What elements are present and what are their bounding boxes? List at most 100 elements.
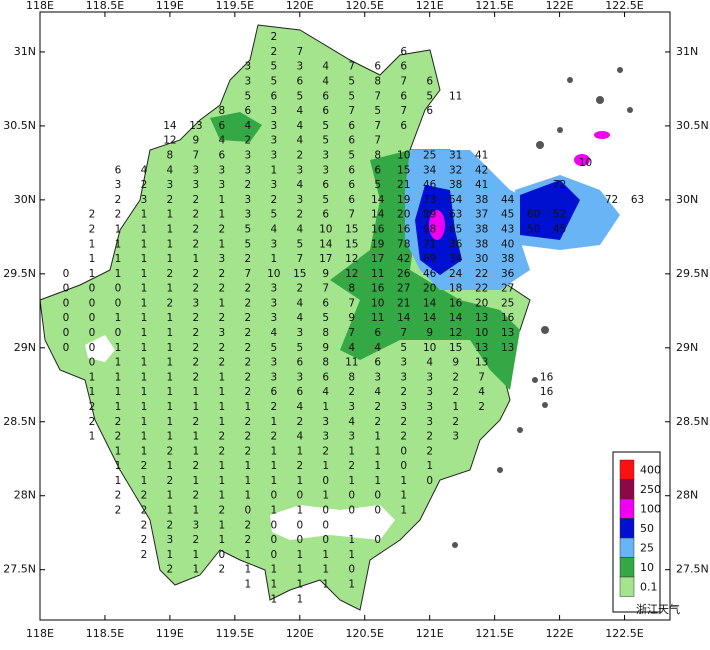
station-value: 0 xyxy=(400,460,407,472)
x-tick-label: 118E xyxy=(26,627,54,640)
x-tick-label: 122.5E xyxy=(605,0,643,12)
station-value: 3 xyxy=(219,164,226,176)
station-value: 2 xyxy=(244,534,251,546)
station-value: 3 xyxy=(270,179,277,191)
station-value: 6 xyxy=(296,76,303,88)
station-value: 1 xyxy=(270,475,277,487)
station-value: 1 xyxy=(193,253,200,265)
station-value: 6 xyxy=(322,179,329,191)
station-value: 5 xyxy=(244,90,251,102)
station-value: 4 xyxy=(322,76,329,88)
station-value: 1 xyxy=(141,386,148,398)
station-value: 1 xyxy=(89,386,96,398)
station-value: 10 xyxy=(319,223,332,235)
station-value: 1 xyxy=(219,371,226,383)
station-value: 5 xyxy=(322,120,329,132)
y-tick-label: 30N xyxy=(676,193,698,206)
station-value: 1 xyxy=(167,209,174,221)
station-value: 5 xyxy=(322,194,329,206)
station-value: 3 xyxy=(426,416,433,428)
station-value: 3 xyxy=(400,401,407,413)
station-value: 2 xyxy=(193,327,200,339)
y-tick-label: 28.5N xyxy=(676,415,709,428)
station-value: 1 xyxy=(115,312,122,324)
station-value: 2 xyxy=(244,342,251,354)
station-value: 1 xyxy=(219,297,226,309)
station-value: 2 xyxy=(193,223,200,235)
station-value: 5 xyxy=(244,223,251,235)
station-value: 3 xyxy=(296,61,303,73)
station-value: 1 xyxy=(270,445,277,457)
station-value: 1 xyxy=(219,209,226,221)
station-value: 2 xyxy=(141,519,148,531)
station-value: 4 xyxy=(296,179,303,191)
station-value: 6 xyxy=(348,135,355,147)
stations: 22 7 63 5 3 4 7 6 63 5 6 4 5 8 7 65 6 5 6 5 7 6 5 118 6 3 4 6 7 5 7 614… xyxy=(63,31,645,605)
station-value: 2 xyxy=(193,371,200,383)
station-value: 2 xyxy=(219,223,226,235)
station-value: 3 xyxy=(322,149,329,161)
station-value: 6 xyxy=(115,164,122,176)
station-value: 0 xyxy=(400,445,407,457)
station-value: 1 xyxy=(296,505,303,517)
station-value: 1 xyxy=(270,593,277,605)
station-value: 16 xyxy=(371,283,385,295)
station-value: 7 xyxy=(296,253,303,265)
station-value: 25 xyxy=(501,297,514,309)
station-value: 2 xyxy=(167,297,174,309)
station-value: 7 xyxy=(348,327,355,339)
station-value: 2 xyxy=(89,223,96,235)
station-value: 2 xyxy=(296,460,303,472)
station-value: 1 xyxy=(270,505,277,517)
station-value: 0 xyxy=(115,297,122,309)
station-value: 2 xyxy=(141,534,148,546)
station-value: 1 xyxy=(89,238,96,250)
station-value: 1 xyxy=(219,534,226,546)
y-tick-label: 28.5N xyxy=(3,415,36,428)
station-value: 3 xyxy=(193,179,200,191)
station-value: 2 xyxy=(193,209,200,221)
station-value: 3 xyxy=(193,297,200,309)
station-value: 5 xyxy=(348,76,355,88)
station-value: 1 xyxy=(167,549,174,561)
y-tick-label: 30N xyxy=(14,193,36,206)
station-value: 5 xyxy=(322,135,329,147)
station-value: 14 xyxy=(397,312,411,324)
station-value: 17 xyxy=(371,253,384,265)
station-value: 3 xyxy=(296,194,303,206)
legend-label: 50 xyxy=(640,522,654,535)
station-value: 41 xyxy=(475,179,488,191)
station-value: 0 xyxy=(374,490,381,502)
rain-shading xyxy=(39,24,633,611)
station-value: 36 xyxy=(501,268,515,280)
station-value: 0 xyxy=(348,490,355,502)
station-value: 1 xyxy=(141,357,148,369)
station-value: 1 xyxy=(296,564,303,576)
y-tick-label: 29N xyxy=(14,341,36,354)
station-value: 4 xyxy=(296,135,303,147)
station-value: 1 xyxy=(219,475,226,487)
station-value: 2 xyxy=(244,253,251,265)
station-value: 6 xyxy=(374,357,381,369)
station-value: 0 xyxy=(348,564,355,576)
station-value: 13 xyxy=(475,357,488,369)
station-value: 1 xyxy=(167,238,174,250)
station-value: 2 xyxy=(167,564,174,576)
station-value: 1 xyxy=(115,268,122,280)
station-value: 16 xyxy=(397,223,411,235)
station-value: 6 xyxy=(322,371,329,383)
station-value: 1 xyxy=(115,460,122,472)
station-value: 3 xyxy=(322,431,329,443)
station-value: 2 xyxy=(193,460,200,472)
station-value: 6 xyxy=(270,90,277,102)
station-value: 1 xyxy=(296,593,303,605)
station-value: 27 xyxy=(501,283,514,295)
station-value: 7 xyxy=(296,46,303,58)
station-value: 2 xyxy=(270,46,277,58)
station-value: 5 xyxy=(374,105,381,117)
station-value: 3 xyxy=(167,534,174,546)
station-value: 0 xyxy=(244,505,251,517)
station-value: 16 xyxy=(540,386,554,398)
station-value: 2 xyxy=(296,416,303,428)
x-tick-label: 118.5E xyxy=(86,627,124,640)
